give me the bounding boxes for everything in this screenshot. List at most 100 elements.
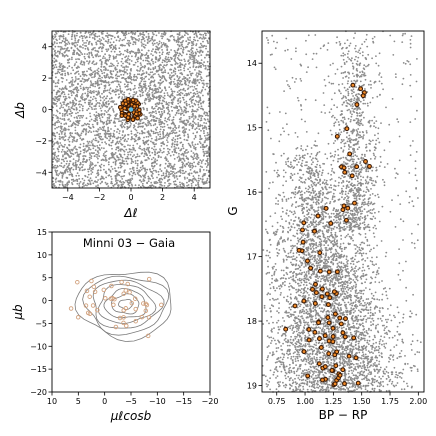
field-star [107,48,110,51]
field-star [92,147,95,150]
field-star [61,148,64,151]
field-star [171,139,174,142]
field-star [142,180,145,182]
field-star [97,184,99,187]
field-star [85,42,87,44]
field-star [167,150,170,153]
field-star [152,116,155,119]
field-star [158,40,161,43]
field-star [169,183,172,185]
field-star [123,160,125,163]
field-star [99,55,101,57]
field-star [336,138,339,141]
field-star [188,103,191,106]
field-star [143,132,146,134]
field-star [112,45,115,48]
field-star [55,38,58,41]
field-star [169,132,172,135]
field-star [338,181,340,184]
field-star [151,50,153,52]
field-star [86,176,89,179]
field-star [56,157,59,160]
field-star [175,112,178,115]
sky-y-label: Δb [13,102,27,119]
field-star [54,137,56,140]
x-tick-label: 0 [102,397,107,406]
field-star [194,82,197,85]
field-star [155,69,158,72]
field-star [193,138,196,140]
field-star [54,151,57,154]
field-star [68,61,70,64]
field-star [109,87,112,90]
field-star [208,136,210,139]
field-star [202,181,204,184]
field-star [161,151,164,154]
field-star [105,176,107,179]
field-star [198,81,201,84]
field-star [158,111,161,114]
field-star [77,103,80,106]
field-star [206,132,209,134]
field-star [139,67,142,70]
field-star [56,85,58,88]
field-star [184,60,186,62]
field-star [199,119,202,122]
field-star [101,33,103,35]
field-star [85,117,88,120]
field-star [53,157,56,160]
field-star [179,100,182,102]
field-star [197,31,200,33]
field-star [103,121,106,124]
field-star [63,108,66,111]
field-star [205,128,208,130]
field-star [139,147,142,150]
field-star [370,83,372,86]
field-star [76,90,78,92]
field-star [120,143,123,146]
field-star [189,179,192,182]
field-star [206,85,208,88]
field-star [107,113,109,116]
field-star [99,107,102,110]
field-star [126,181,129,184]
field-star [89,80,92,83]
field-star [61,74,64,76]
field-star [157,69,160,72]
field-star [79,62,82,65]
field-star [207,133,210,136]
field-star [122,44,125,47]
field-star [79,137,82,140]
field-star [62,158,65,161]
field-star [101,76,103,79]
field-star [130,68,133,70]
field-star [152,115,155,117]
field-star [87,142,90,145]
field-star [71,76,73,79]
field-star [90,157,93,160]
field-star [75,78,77,80]
field-star [186,74,189,77]
field-star [140,64,143,66]
field-star [175,175,178,178]
field-star [70,38,73,40]
field-star [206,60,209,63]
y-tick-label: −4 [35,168,47,177]
field-star [74,152,77,154]
field-star [89,96,92,99]
field-star [161,112,164,115]
field-star [183,114,185,117]
field-star [141,33,143,36]
field-star [52,97,55,100]
x-tick-label: 2 [160,193,165,202]
field-star [166,141,169,144]
field-star [186,184,189,187]
field-star [347,92,350,95]
field-star [57,79,60,82]
field-star [81,124,83,127]
field-star [178,80,181,82]
field-star [107,185,110,188]
field-star [140,38,143,41]
field-star [287,353,290,356]
